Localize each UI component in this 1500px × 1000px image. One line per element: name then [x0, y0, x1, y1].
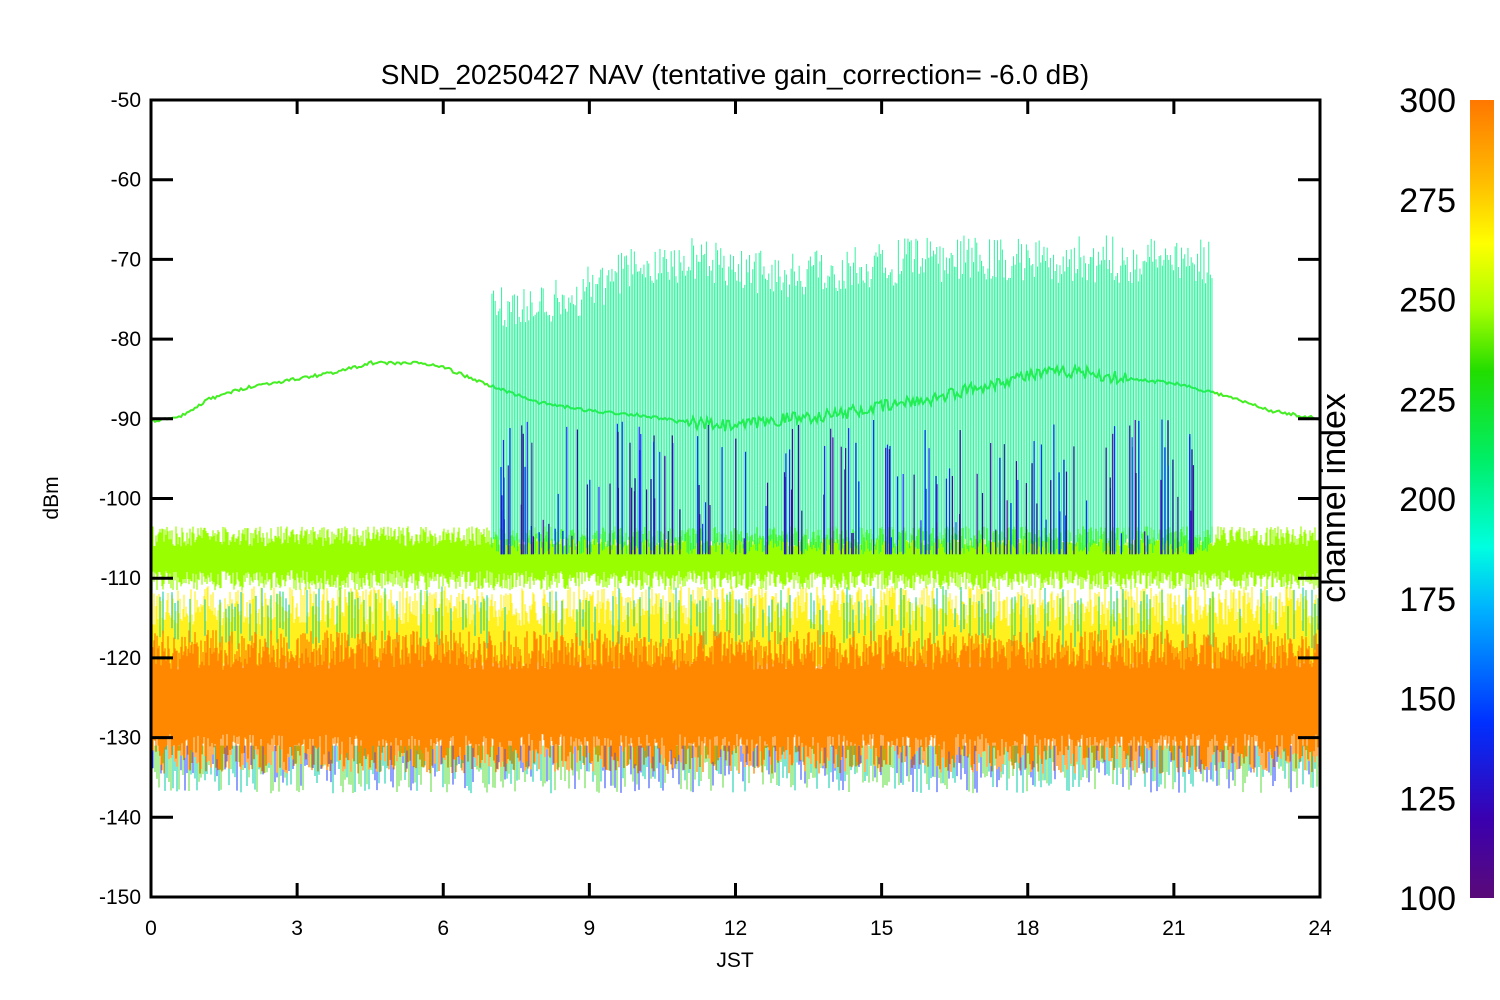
y-tick-label: -120 — [99, 647, 141, 670]
x-tick-label: 18 — [1016, 917, 1039, 940]
y-axis: -50 -60 -70 -80 -90 -100 -110 -120 -130 -140 -150 — [99, 89, 1320, 909]
x-tick-label: 12 — [724, 917, 747, 940]
colorbar-tick-label: 250 — [1399, 282, 1456, 320]
chart-title: SND_20250427 NAV (tentative gain_correct… — [381, 59, 1089, 90]
series-300 — [151, 629, 1320, 774]
plot-area — [151, 235, 1320, 794]
x-tick-label: 21 — [1162, 917, 1185, 940]
y-tick-label: -60 — [111, 169, 141, 192]
colorbar-tick-label: 100 — [1399, 880, 1456, 918]
colorbar — [1470, 100, 1494, 898]
colorbar-tick-label: 125 — [1399, 780, 1456, 818]
colorbar-tick-label: 200 — [1399, 481, 1456, 519]
y-tick-label: -80 — [111, 328, 141, 351]
y-axis-label: dBm — [40, 476, 63, 519]
y-tick-label: -140 — [99, 806, 141, 829]
y-tick-label: -130 — [99, 727, 141, 750]
colorbar-ticks: 300 275 250 225 200 175 150 125 100 — [1399, 82, 1456, 918]
colorbar-tick-label: 300 — [1399, 82, 1456, 120]
colorbar-tick-label: 175 — [1399, 581, 1456, 619]
x-tick-label: 15 — [870, 917, 893, 940]
x-tick-label: 0 — [145, 917, 157, 940]
series-205 — [491, 235, 1213, 555]
y-tick-label: -150 — [99, 886, 141, 909]
series-258 — [151, 526, 1320, 591]
x-tick-label: 3 — [291, 917, 303, 940]
x-axis: 0 3 6 9 12 15 18 21 24 — [145, 100, 1332, 940]
colorbar-tick-label: 150 — [1399, 681, 1456, 719]
colorbar-tick-label: 275 — [1399, 182, 1456, 220]
colorbar-label: channel index — [1315, 393, 1353, 603]
y-tick-label: -110 — [101, 567, 141, 590]
x-tick-label: 24 — [1308, 917, 1332, 940]
colorbar-tick-label: 225 — [1399, 381, 1456, 419]
sparse-spikes — [500, 419, 1194, 555]
x-tick-label: 6 — [437, 917, 449, 940]
y-tick-label: -50 — [111, 89, 141, 112]
x-tick-label: 9 — [584, 917, 596, 940]
y-tick-label: -100 — [99, 488, 141, 511]
y-tick-label: -70 — [111, 248, 141, 271]
x-axis-label: JST — [716, 949, 754, 972]
y-tick-label: -90 — [111, 408, 141, 431]
